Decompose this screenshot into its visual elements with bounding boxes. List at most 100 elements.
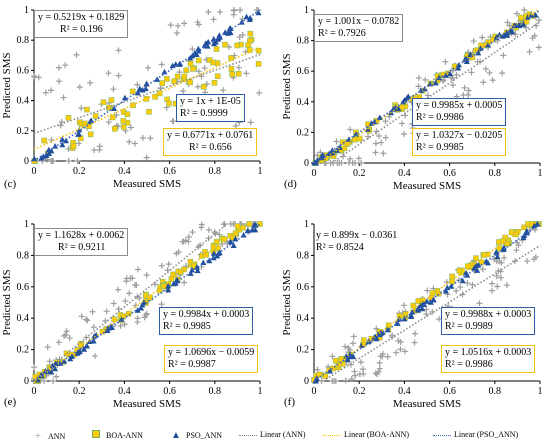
pso-point — [520, 234, 527, 241]
ann-point — [181, 20, 188, 27]
ann-point — [513, 10, 520, 17]
ann-point — [63, 328, 70, 335]
ann-point — [170, 118, 177, 125]
boa-point — [473, 255, 479, 261]
boa-point — [166, 100, 172, 107]
ann-point — [347, 155, 354, 162]
ann-point — [185, 233, 192, 240]
ann-point — [220, 87, 227, 94]
pso-point — [247, 14, 254, 21]
panel-0-group: 0 0.2 0.4 0.6 0.8 1 0 0.2 0.4 0.6 0.8 1 Measured SMS… — [1, 5, 263, 190]
ann-point — [84, 317, 91, 324]
pso-point — [475, 49, 482, 56]
pso-point — [74, 350, 81, 356]
legend: + ANN BOA-ANN ▲ PSO_ANN Linear (ANN) Lin… — [0, 428, 550, 444]
pso-point — [523, 227, 530, 234]
ann-point — [219, 241, 226, 248]
ann-point — [216, 231, 223, 238]
pso-point — [31, 155, 38, 162]
ann-point — [355, 155, 362, 162]
ann-point — [83, 316, 90, 323]
boa-point — [187, 258, 194, 265]
ann-point — [461, 84, 468, 91]
y-tick-label: 0.8 — [297, 250, 310, 261]
pso-point — [210, 254, 217, 261]
ann-point — [158, 61, 165, 68]
boa-point — [316, 371, 322, 378]
x-tick-label: 0.6 — [443, 386, 456, 397]
eq-line: y = 0.899x − 0.0361 — [316, 230, 398, 241]
r2-line: R² = 0.9985 — [163, 321, 211, 332]
ann-point — [78, 313, 85, 320]
x-tick-label: 0.2 — [353, 168, 366, 179]
y-tick-label: 1 — [304, 219, 309, 230]
boa-point — [255, 48, 262, 54]
legend-label: ANN — [48, 431, 66, 441]
legend-item-pso: ▲ PSO_ANN — [168, 430, 222, 441]
ann-point — [329, 378, 336, 384]
ann-point — [453, 287, 460, 294]
pso-point — [243, 13, 250, 20]
pso-point — [419, 305, 426, 312]
pso-point — [352, 131, 359, 137]
r2-line: R² = 0.9986 — [445, 359, 493, 370]
ann-point — [134, 81, 141, 88]
boa-point — [189, 66, 196, 72]
ann-point — [78, 105, 85, 112]
ann-point — [139, 134, 146, 141]
ann-point — [336, 160, 343, 166]
panel-label-d: (d) — [284, 178, 297, 190]
ann-point — [194, 19, 201, 26]
y-tick-label: 0.2 — [17, 345, 30, 356]
boa-point — [214, 73, 221, 80]
y-tick-label: 0.2 — [297, 127, 310, 138]
ann-point — [536, 17, 543, 24]
boa-point — [213, 238, 220, 245]
x-tick-label: 1 — [258, 386, 263, 397]
pso-point — [52, 143, 59, 149]
ann-point — [105, 70, 112, 77]
ann-point — [415, 74, 422, 81]
ann-point — [96, 143, 103, 150]
boa-point — [159, 80, 166, 86]
boa-point — [106, 104, 112, 111]
pso-point — [139, 87, 146, 93]
ann-point — [521, 7, 528, 13]
pso-point — [121, 94, 128, 101]
ann-point — [415, 83, 422, 90]
r2-line: R² = 0.8524 — [316, 242, 364, 253]
panel-d-boa-equation: y = 1.0327x − 0.0205 R² = 0.9985 — [412, 128, 507, 156]
ann-point — [412, 330, 419, 337]
triangle-marker-icon: ▲ — [171, 430, 181, 441]
y-tick-label: 0.4 — [297, 313, 310, 324]
boa-point — [108, 97, 115, 103]
ann-point — [75, 140, 82, 147]
boa-point — [500, 238, 506, 244]
y-tick-label: 1 — [24, 5, 29, 16]
ann-point — [489, 287, 496, 294]
boa-point — [120, 124, 127, 130]
pso-point — [206, 257, 213, 264]
ann-point — [373, 325, 380, 332]
dotted-line-icon — [322, 430, 342, 439]
panel-d-ann-equation: y = 1.001x − 0.0782 R² = 0.7926 — [314, 14, 404, 42]
ann-point — [500, 52, 507, 59]
boa-point — [335, 361, 342, 368]
ann-point — [35, 74, 42, 81]
eq-line: y = 1.0696x − 0.0059 — [168, 347, 255, 358]
boa-point — [232, 230, 239, 237]
ann-point — [376, 365, 383, 372]
boa-point — [63, 350, 70, 357]
pso-point — [118, 316, 125, 322]
pso-point — [496, 31, 503, 38]
dotted-line-icon — [238, 430, 258, 439]
ann-point — [133, 282, 140, 289]
ann-point — [205, 226, 212, 233]
x-tick-label: 0.2 — [73, 386, 86, 397]
ann-point — [397, 346, 404, 353]
ann-point — [189, 46, 196, 53]
boa-point — [203, 252, 209, 258]
ann-point — [131, 140, 138, 147]
boa-point — [210, 59, 216, 66]
r2-line: R² = 0.656 — [189, 142, 232, 153]
